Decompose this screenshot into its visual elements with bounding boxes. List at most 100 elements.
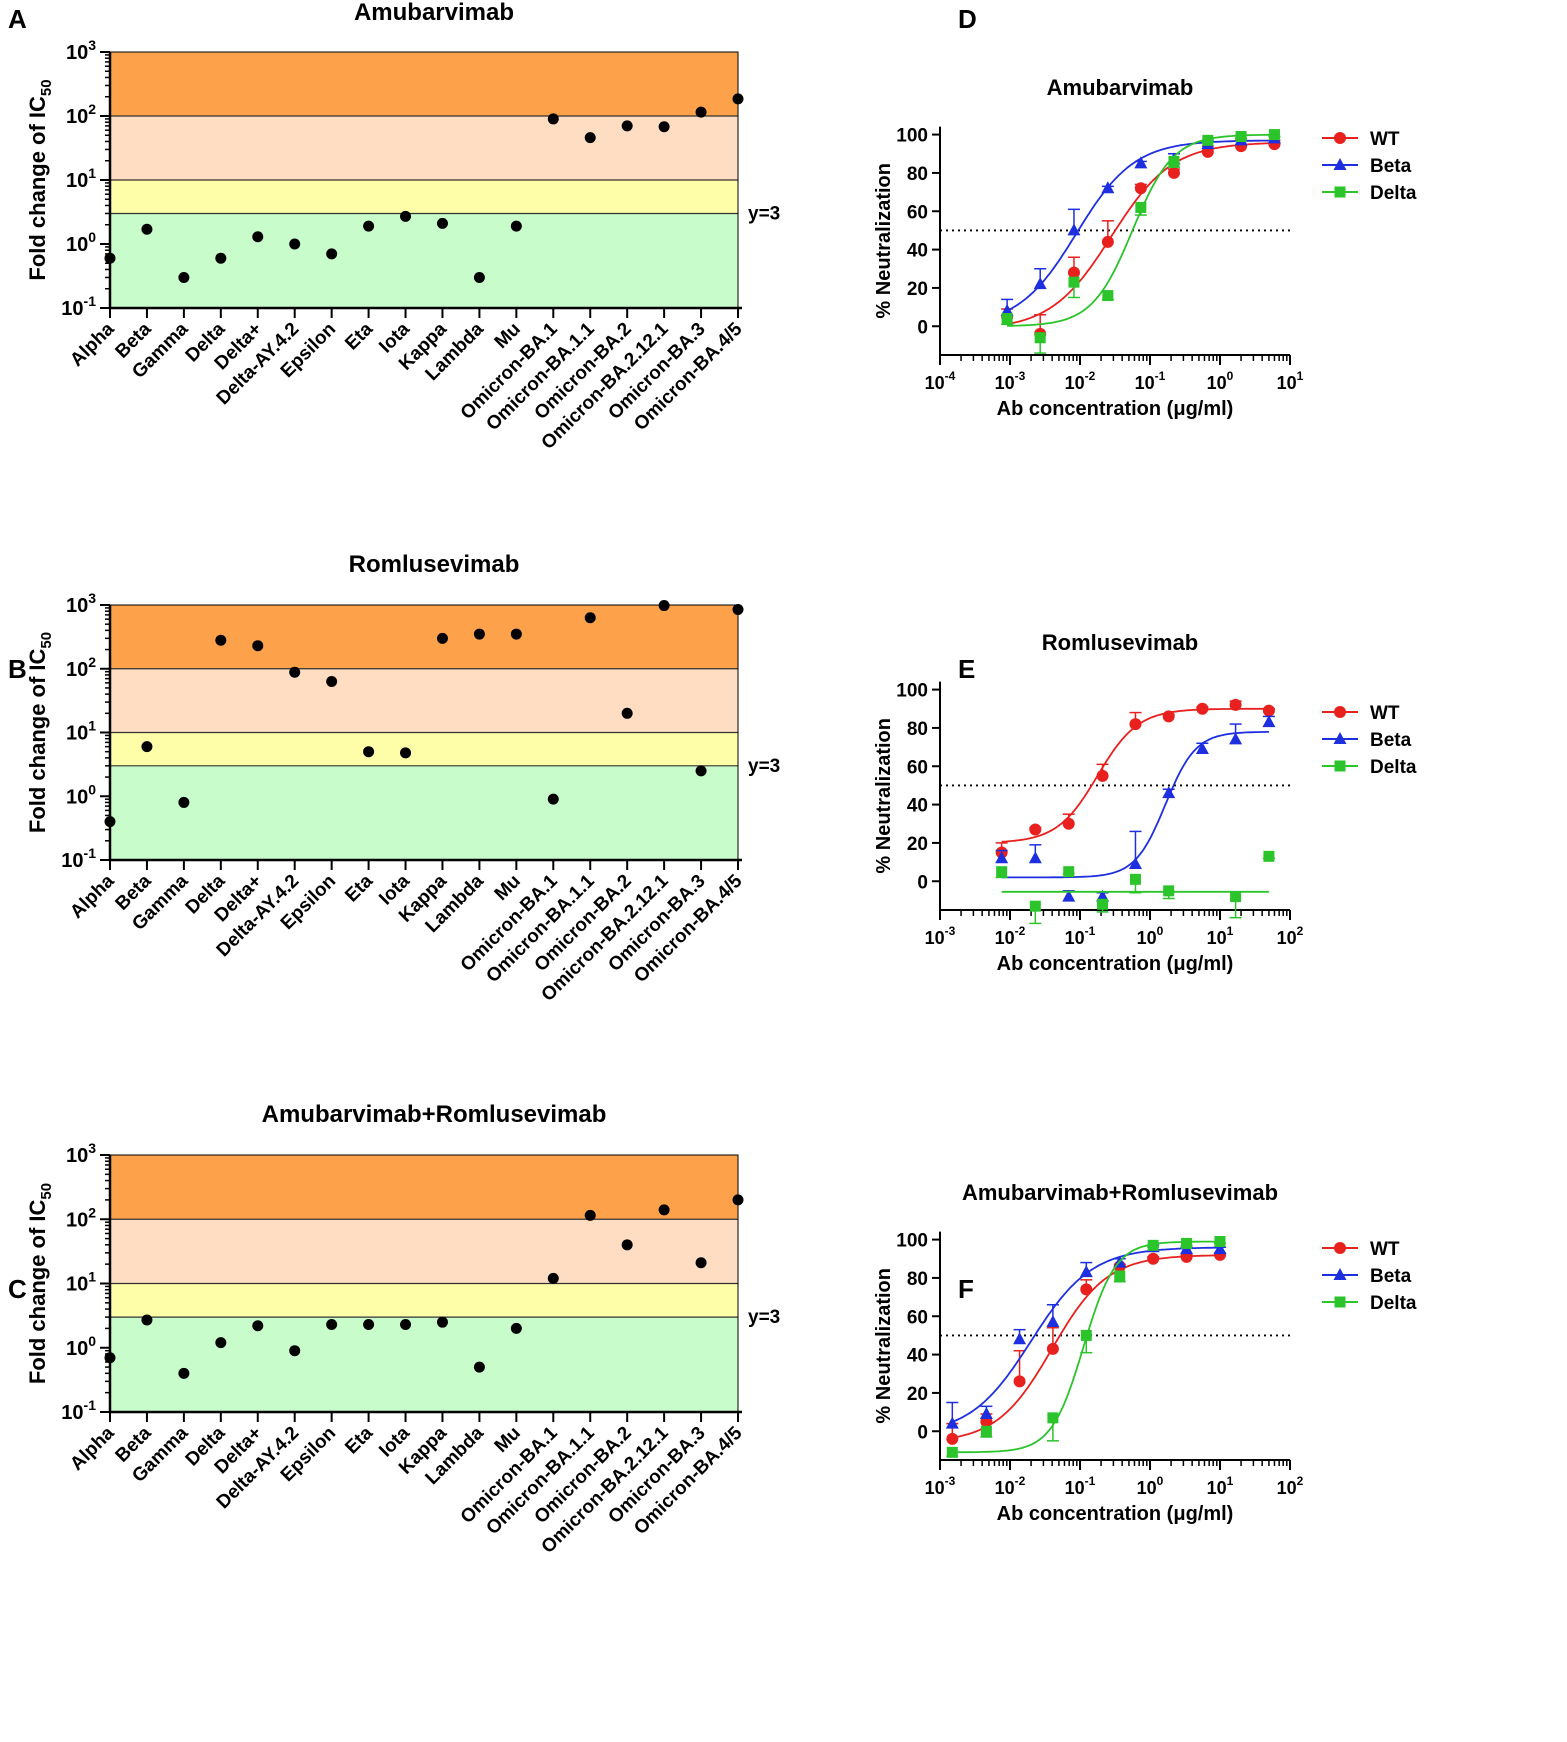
data-point-c [584,1209,596,1221]
data-point-a [547,113,559,125]
y-tick-label-e: 60 [907,757,928,778]
y-tick-label-b: 10-1 [61,845,96,872]
data-point-c [326,1319,338,1331]
data-point-wt-e [1029,823,1042,836]
data-point-beta-e [1062,889,1076,902]
data-point-c [436,1316,448,1328]
data-point-wt-f [1046,1342,1059,1355]
y-tick-label-a: 101 [66,165,96,192]
legend-marker-beta-f [1333,1268,1347,1280]
x-tick-label-f: 101 [1207,1474,1234,1498]
panel-letter-e: E [958,654,975,684]
y-axis-label-d: % Neutralization [873,163,895,319]
data-point-wt-d [1134,182,1147,195]
data-point-wt-d [1067,266,1080,279]
x-tick-label-f: 100 [1137,1474,1164,1498]
y-tick-label-b: 102 [66,654,96,681]
chart-title-e: Romlusevimab [1042,630,1199,655]
y-tick-label-c: 103 [66,1140,96,1167]
panel-c-fold-change-chart: 10-1 100 101 102 103 Fold change of IC50 Amuba… [25,1101,780,1558]
legend-label-wt-e: WT [1370,703,1400,724]
chart-title-f: Amubarvimab+Romlusevimab [962,1180,1278,1205]
data-point-delta-f [1047,1412,1059,1424]
y-tick-label-f: 0 [917,1422,928,1443]
data-point-beta-f [1013,1332,1027,1345]
band-c-0 [110,1155,738,1220]
data-point-c [252,1320,264,1332]
data-point-c [510,1322,522,1334]
data-point-b [104,816,116,828]
x-axis-label-f: Ab concentration (μg/ml) [997,1503,1234,1525]
data-point-a [363,220,375,232]
y-tick-label-b: 100 [66,781,96,808]
data-point-beta-e [1262,715,1276,728]
data-point-delta-d [1168,155,1180,167]
legend-label-wt-f: WT [1370,1239,1400,1260]
y-axis-label-c: Fold change of IC50 [25,1183,55,1384]
data-point-delta-f [1114,1270,1126,1282]
data-point-b [658,600,670,612]
y-tick-label-c: 100 [66,1333,96,1360]
data-point-a [400,210,412,222]
band-b-1 [110,668,738,733]
data-point-c [732,1194,744,1206]
legend-label-beta-e: Beta [1370,730,1412,751]
band-b-3 [110,765,738,860]
threshold-label-b: y=3 [748,756,780,777]
x-tick-label-e: 100 [1137,924,1164,948]
x-tick-label-e: 10-3 [925,924,956,948]
data-point-delta-f [1181,1237,1193,1249]
data-point-b [732,603,744,615]
legend-marker-wt-e [1334,706,1346,718]
y-tick-label-f: 60 [907,1307,928,1328]
legend-marker-beta-e [1333,732,1347,744]
data-point-b [473,628,485,640]
data-point-wt-e [1062,817,1075,830]
data-point-a [104,252,116,264]
band-a-1 [110,116,738,180]
legend-marker-wt-d [1334,132,1346,144]
legend-marker-delta-d [1334,186,1346,198]
x-tick-label-f: 102 [1277,1474,1304,1498]
data-point-c [141,1314,153,1326]
legend-label-delta-e: Delta [1370,757,1417,778]
x-tick-label-d: 10-1 [1135,369,1166,393]
band-b-0 [110,605,738,669]
y-tick-label-c: 10-1 [61,1397,96,1424]
data-point-beta-e [1229,732,1243,745]
band-c-1 [110,1219,738,1284]
data-point-c [658,1204,670,1216]
data-point-beta-f [979,1407,993,1419]
x-axis-label-e: Ab concentration (μg/ml) [997,953,1234,975]
data-point-wt-e [1229,698,1242,711]
x-tick-label-e: 101 [1207,924,1234,948]
y-tick-label-d: 40 [907,241,928,262]
y-tick-label-d: 100 [896,126,928,147]
y-tick-label-f: 100 [896,1231,928,1252]
band-a-3 [110,213,738,308]
y-tick-label-b: 101 [66,718,96,745]
data-point-c [104,1352,116,1364]
data-point-beta-e [1028,851,1042,864]
data-point-b [141,741,153,753]
panel-letter-a: A [8,4,27,34]
data-point-b [695,765,707,777]
data-point-wt-f [1147,1252,1160,1265]
y-tick-label-e: 20 [907,834,928,855]
panel-letter-c: C [8,1274,27,1304]
data-point-delta-f [946,1446,958,1458]
data-point-beta-d [1067,223,1081,236]
data-point-delta-d [1034,332,1046,344]
data-point-delta-d [1068,276,1080,288]
y-tick-label-e: 100 [896,681,928,702]
y-tick-label-d: 0 [917,317,928,338]
data-point-delta-f [1080,1329,1092,1341]
data-point-delta-d [1202,134,1214,146]
y-axis-label-a: Fold change of IC50 [25,79,55,280]
data-point-b [400,747,412,759]
data-point-beta-e [1128,857,1142,869]
data-point-delta-d [1135,201,1147,213]
legend-label-beta-d: Beta [1370,156,1412,177]
band-b-2 [110,732,738,766]
